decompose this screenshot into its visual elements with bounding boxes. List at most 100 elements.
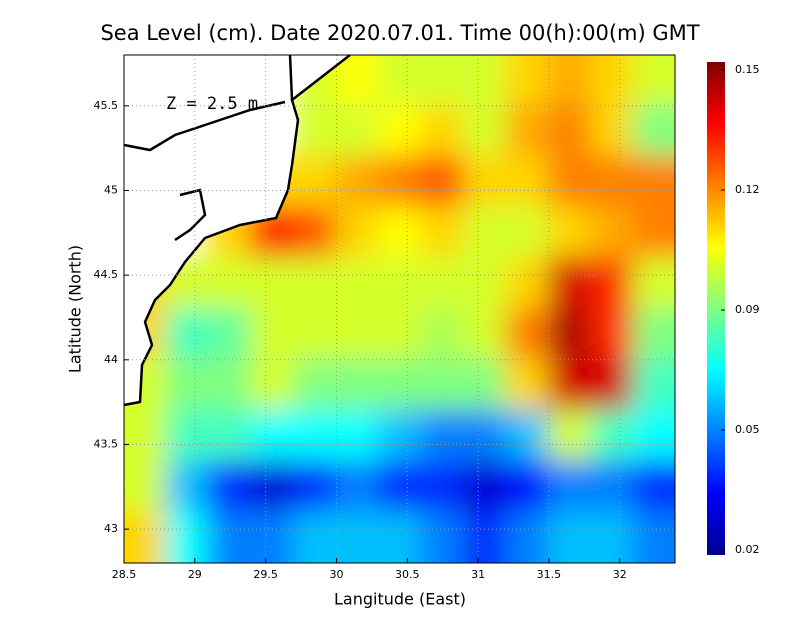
cell [335,409,380,463]
cell [505,55,550,107]
cell [377,358,423,412]
cell [590,511,635,563]
cell [505,206,550,260]
cell [505,308,550,361]
cell [547,511,593,563]
cell [335,206,380,260]
cell [420,257,465,310]
cell [335,155,380,209]
cell [462,206,508,260]
cell [462,104,508,158]
cell [124,460,168,514]
cell [462,155,508,209]
cell [377,409,423,463]
cell [292,155,338,209]
x-tick-label: 29.5 [253,568,278,581]
cell [590,206,635,260]
cell [335,257,380,310]
cell [420,511,465,563]
cell [632,511,675,563]
cell [632,257,675,310]
cell [505,460,550,514]
cell [505,511,550,563]
cell [632,409,675,463]
chart-title: Sea Level (cm). Date 2020.07.01. Time 00… [100,21,699,45]
cell [590,55,635,107]
cell [547,104,593,158]
cell [505,104,550,158]
plot-frame [123,54,676,564]
cell [292,308,338,361]
cell [250,308,295,361]
cell [292,257,338,310]
cell [590,409,635,463]
x-tick-label: 30.5 [395,568,420,581]
cell [165,460,210,514]
cell [590,155,635,209]
cell [165,409,210,463]
cell [377,257,423,310]
cell [207,511,253,563]
cell [292,409,338,463]
cell [547,460,593,514]
cell [250,511,295,563]
cell [632,206,675,260]
axes: 28.5 29 29.5 30 30.5 31 31.5 32 43 43.5 44 44.5 45 45… [94,63,760,581]
x-axis-label: Langitude (East) [334,590,466,609]
cell [420,460,465,514]
cell [420,104,465,158]
cell [547,358,593,412]
cell [335,104,380,158]
cell [377,308,423,361]
coastline [124,55,351,407]
cell [124,409,168,463]
cell [165,358,210,412]
cell [462,409,508,463]
cell [420,308,465,361]
cell [165,308,210,361]
cell [292,460,338,514]
cell [590,460,635,514]
colorbar-tick-label: 0.09 [735,303,760,316]
cell [335,460,380,514]
cell [632,308,675,361]
cell [420,409,465,463]
cell [462,358,508,412]
cell [420,358,465,412]
colorbar-tick-label: 0.05 [735,423,760,436]
cell [250,257,295,310]
cell [632,358,675,412]
y-tick-label: 43.5 [94,437,119,450]
cell [377,206,423,260]
cell [420,155,465,209]
cell [124,511,168,563]
cell [632,104,675,158]
cell [207,257,253,310]
cell [165,511,210,563]
cell [250,358,295,412]
cell [335,308,380,361]
cell [420,55,465,107]
x-tick-label: 30 [329,568,343,581]
cell [292,206,338,260]
x-tick-label: 31 [471,568,485,581]
y-axis-label: Latitude (North) [66,245,85,373]
x-tick-label: 32 [613,568,627,581]
colorbar-tick-label: 0.02 [735,543,760,556]
cell [207,358,253,412]
cell [377,104,423,158]
cell [462,460,508,514]
cell [207,460,253,514]
cell [377,460,423,514]
land [124,55,350,405]
cell [377,55,423,107]
cell [377,511,423,563]
cell [335,511,380,563]
y-tick-label: 43 [104,522,118,535]
field [124,55,675,563]
y-tick-label: 45.5 [94,99,119,112]
cell [335,358,380,412]
colorbar-tick-label: 0.12 [735,183,760,196]
cell [292,358,338,412]
